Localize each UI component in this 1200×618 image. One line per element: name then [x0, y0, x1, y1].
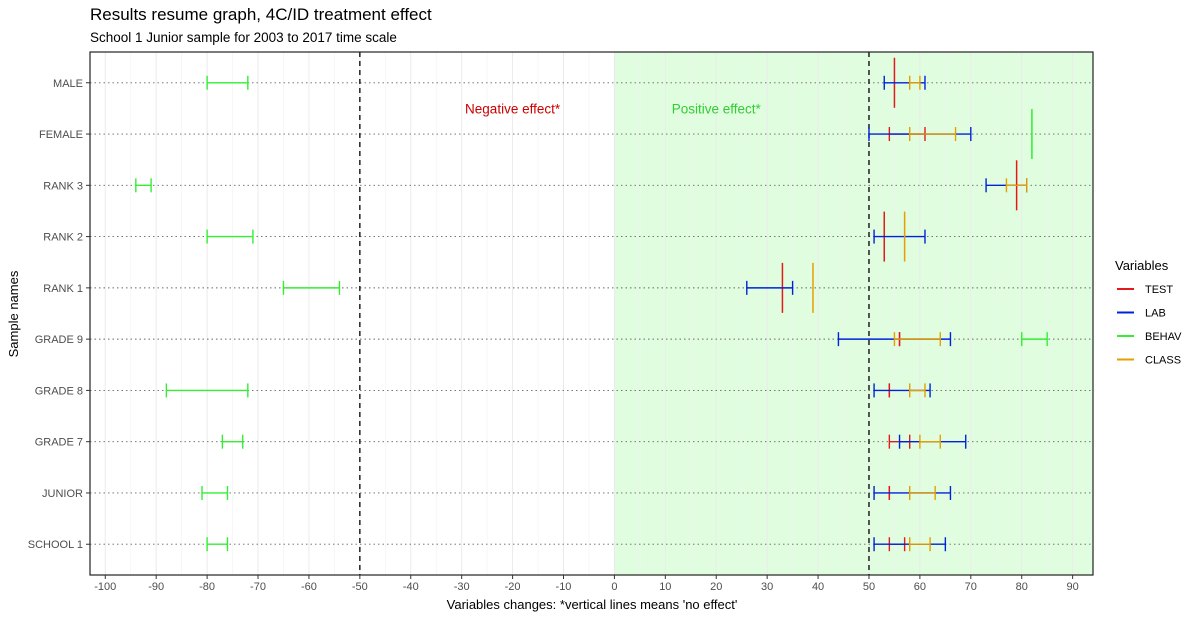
x-tick-label: -10 [556, 581, 572, 593]
y-tick-label: SCHOOL 1 [28, 539, 83, 551]
errorbar-behav [206, 537, 229, 552]
x-tick-label: 30 [761, 581, 773, 593]
y-tick-label: FEMALE [39, 129, 83, 141]
errorbar-behav [165, 383, 249, 398]
legend-label: BEHAV [1145, 331, 1182, 343]
x-tick-label: -90 [148, 581, 164, 593]
x-tick-label: -20 [505, 581, 521, 593]
errorbar-class [909, 383, 926, 398]
y-tick-label: RANK 2 [43, 232, 83, 244]
errorbar-behav [221, 434, 244, 449]
errorbar-lab [746, 280, 794, 295]
errorbar-behav [201, 485, 229, 500]
errorbar-class [909, 75, 921, 90]
legend: Variables TEST LAB BEHAV CLASS [1115, 258, 1182, 367]
panel-border [89, 51, 1094, 576]
x-tick-label: 50 [863, 581, 875, 593]
x-tick-label: -30 [454, 581, 470, 593]
legend-label: CLASS [1145, 355, 1181, 367]
x-tick-label: -60 [301, 581, 317, 593]
x-tick-label: 60 [914, 581, 926, 593]
legend-label: TEST [1145, 284, 1173, 296]
y-tick-label: GRADE 7 [35, 437, 83, 449]
errorbar-class [909, 485, 936, 500]
y-tick-label: GRADE 8 [35, 385, 83, 397]
y-tick-label: MALE [53, 78, 83, 90]
y-tick-label: JUNIOR [42, 488, 83, 500]
errorbar-behav [1021, 332, 1048, 347]
errorbar-class [893, 332, 941, 347]
x-tick-label: 40 [812, 581, 824, 593]
y-tick-label: RANK 1 [43, 283, 83, 295]
errorbar-behav [282, 280, 341, 295]
y-tick-label: GRADE 9 [35, 334, 83, 346]
errorbar-behav [135, 178, 152, 193]
chart-title: Results resume graph, 4C/ID treatment ef… [90, 5, 432, 24]
plot-area: Negative effect* Positive effect*-100 -90-… [28, 51, 1094, 593]
x-tick-label: 20 [710, 581, 722, 593]
errorbar-behav [206, 75, 249, 90]
x-tick-label: -100 [94, 581, 116, 593]
errorbar-class [919, 434, 941, 449]
x-tick-label: 0 [611, 581, 617, 593]
legend-title: Variables [1115, 258, 1169, 273]
x-tick-label: 80 [1016, 581, 1028, 593]
x-tick-label: 70 [965, 581, 977, 593]
y-tick-label: RANK 3 [43, 180, 83, 192]
annotation-label: Negative effect* [465, 101, 561, 116]
errorbar-class [1005, 178, 1028, 193]
x-axis-title: Variables changes: *vertical lines means… [447, 597, 738, 612]
legend-label: LAB [1145, 308, 1166, 320]
x-tick-label: -80 [199, 581, 215, 593]
errorbar-class [909, 537, 931, 552]
annotation-label: Positive effect* [672, 101, 762, 116]
x-tick-label: 90 [1067, 581, 1079, 593]
errorbar-lab [873, 229, 926, 244]
errorbar-class [909, 127, 957, 142]
x-tick-label: -50 [352, 581, 368, 593]
x-tick-label: -70 [250, 581, 266, 593]
x-tick-label: -40 [403, 581, 419, 593]
y-axis-title: Sample names [6, 270, 21, 357]
chart-subtitle: School 1 Junior sample for 2003 to 2017 … [90, 30, 397, 45]
positive-region [614, 52, 1093, 575]
x-tick-label: 10 [659, 581, 671, 593]
errorbar-behav [206, 229, 254, 244]
